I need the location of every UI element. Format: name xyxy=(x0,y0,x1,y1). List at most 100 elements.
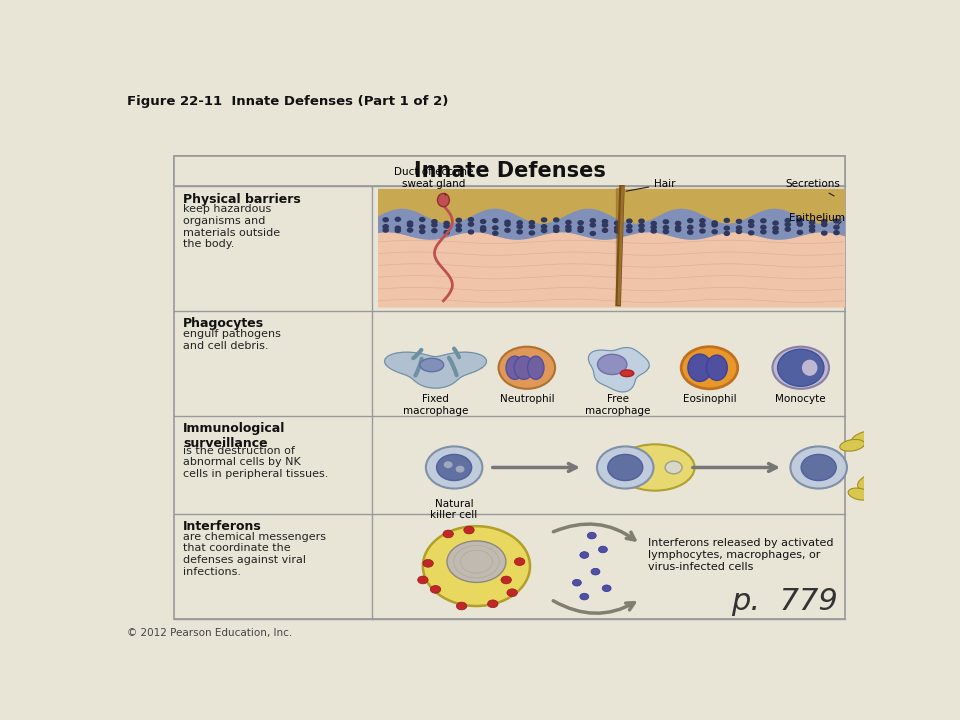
FancyBboxPatch shape xyxy=(175,156,846,186)
Circle shape xyxy=(773,226,779,230)
Circle shape xyxy=(676,228,681,232)
Circle shape xyxy=(749,220,754,223)
Circle shape xyxy=(492,231,498,235)
Circle shape xyxy=(627,229,632,233)
Circle shape xyxy=(432,220,437,223)
Circle shape xyxy=(663,225,668,230)
Circle shape xyxy=(554,228,559,233)
Circle shape xyxy=(444,230,449,235)
Circle shape xyxy=(420,225,425,229)
Circle shape xyxy=(736,220,742,223)
Circle shape xyxy=(700,219,705,222)
Ellipse shape xyxy=(515,356,534,379)
Circle shape xyxy=(432,229,437,233)
Circle shape xyxy=(456,467,464,472)
Circle shape xyxy=(639,224,644,228)
Circle shape xyxy=(396,217,400,221)
Text: keep hazardous
organisms and
materials outside
the body.: keep hazardous organisms and materials o… xyxy=(183,204,280,249)
Circle shape xyxy=(663,230,668,233)
Circle shape xyxy=(608,454,643,480)
Circle shape xyxy=(651,229,657,233)
Circle shape xyxy=(597,446,654,489)
Circle shape xyxy=(602,585,612,592)
Circle shape xyxy=(712,221,717,225)
Circle shape xyxy=(501,576,512,584)
Circle shape xyxy=(724,232,730,235)
Circle shape xyxy=(464,526,474,534)
Circle shape xyxy=(736,230,742,233)
Text: Lysed
abnormal
cell: Lysed abnormal cell xyxy=(0,719,1,720)
Circle shape xyxy=(517,225,522,228)
Circle shape xyxy=(785,228,790,231)
Text: Secretions: Secretions xyxy=(785,179,840,196)
Ellipse shape xyxy=(707,355,728,380)
Polygon shape xyxy=(588,348,649,392)
Circle shape xyxy=(580,552,588,558)
Circle shape xyxy=(430,585,441,593)
Text: Fixed
macrophage: Fixed macrophage xyxy=(403,395,468,416)
Circle shape xyxy=(383,225,388,228)
Circle shape xyxy=(481,228,486,232)
Circle shape xyxy=(834,225,839,229)
Circle shape xyxy=(468,222,473,226)
Circle shape xyxy=(724,218,730,222)
Text: © 2012 Pearson Education, Inc.: © 2012 Pearson Education, Inc. xyxy=(128,628,293,638)
Circle shape xyxy=(700,229,705,233)
Circle shape xyxy=(773,221,779,225)
Circle shape xyxy=(802,454,836,480)
Circle shape xyxy=(627,219,632,223)
Circle shape xyxy=(420,230,425,233)
Circle shape xyxy=(426,446,482,489)
Circle shape xyxy=(505,222,510,226)
Circle shape xyxy=(665,461,683,474)
Circle shape xyxy=(492,219,498,222)
Text: Neutrophil: Neutrophil xyxy=(499,395,554,405)
Circle shape xyxy=(468,217,473,222)
Circle shape xyxy=(507,589,517,597)
FancyBboxPatch shape xyxy=(175,156,846,618)
Circle shape xyxy=(444,221,449,225)
Text: Natural
killer cell: Natural killer cell xyxy=(430,498,478,520)
Circle shape xyxy=(580,593,588,600)
Text: Duct of eccrine
sweat gland: Duct of eccrine sweat gland xyxy=(395,167,474,195)
FancyBboxPatch shape xyxy=(378,189,844,306)
Circle shape xyxy=(590,232,595,235)
Circle shape xyxy=(565,220,571,224)
Circle shape xyxy=(602,228,608,233)
Circle shape xyxy=(590,219,595,222)
Circle shape xyxy=(488,600,498,608)
Circle shape xyxy=(798,222,803,226)
Ellipse shape xyxy=(615,444,695,490)
Circle shape xyxy=(712,230,717,234)
Text: Interferons released by activated
lymphocytes, macrophages, or
virus-infected ce: Interferons released by activated lympho… xyxy=(648,539,833,572)
Circle shape xyxy=(773,347,829,389)
Circle shape xyxy=(554,225,559,229)
Circle shape xyxy=(591,568,600,575)
Circle shape xyxy=(834,230,839,235)
Circle shape xyxy=(529,225,535,228)
Circle shape xyxy=(724,226,730,230)
Ellipse shape xyxy=(852,431,883,446)
Ellipse shape xyxy=(620,370,634,377)
Circle shape xyxy=(834,219,839,223)
Circle shape xyxy=(529,220,535,225)
Ellipse shape xyxy=(778,349,824,387)
Circle shape xyxy=(798,218,803,222)
Circle shape xyxy=(602,220,608,223)
Circle shape xyxy=(773,230,779,234)
Circle shape xyxy=(565,228,571,232)
Text: Phagocytes: Phagocytes xyxy=(183,318,264,330)
Circle shape xyxy=(578,228,584,233)
Circle shape xyxy=(422,526,530,606)
Ellipse shape xyxy=(438,194,449,207)
Ellipse shape xyxy=(803,361,817,375)
Circle shape xyxy=(541,229,546,233)
Circle shape xyxy=(517,221,522,225)
Circle shape xyxy=(554,218,559,222)
Circle shape xyxy=(809,225,815,228)
Text: Physical barriers: Physical barriers xyxy=(183,193,301,206)
Circle shape xyxy=(639,228,644,232)
Text: Figure 22-11  Innate Defenses (Part 1 of 2): Figure 22-11 Innate Defenses (Part 1 of … xyxy=(128,95,449,108)
Circle shape xyxy=(712,223,717,227)
Circle shape xyxy=(598,546,608,553)
